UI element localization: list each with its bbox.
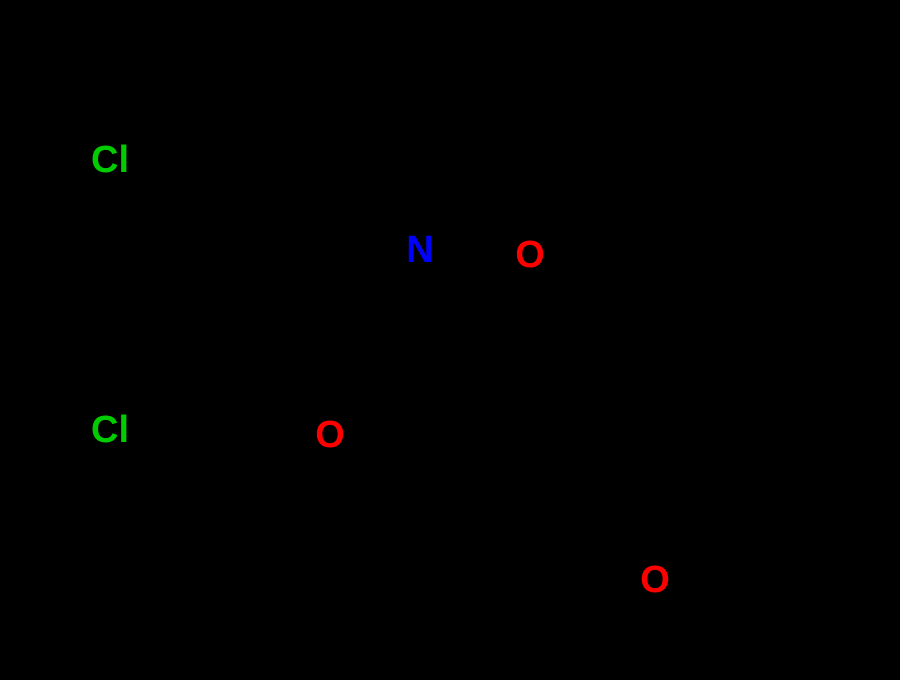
bond (129, 105, 205, 149)
bonds-layer (127, 102, 834, 568)
bond (720, 138, 830, 205)
bond (530, 325, 610, 405)
atom-label-o: O (515, 234, 545, 276)
bond (722, 408, 832, 475)
atom-label-cl: Cl (91, 409, 129, 451)
bond (315, 259, 400, 295)
atoms-layer: Cl Cl NH O O O (88, 138, 677, 602)
bond (420, 325, 530, 380)
bond (347, 377, 418, 421)
atom-label-h: H (409, 199, 431, 232)
bond (127, 350, 205, 416)
atom-label-o: O (315, 414, 345, 456)
bond (203, 108, 313, 163)
bond (207, 102, 317, 157)
atom-label-cl: Cl (91, 139, 129, 181)
atom-label-n: N (406, 229, 433, 271)
bond (608, 335, 718, 402)
bond (203, 292, 313, 347)
bond (351, 383, 422, 427)
bond (207, 298, 317, 353)
bond (718, 402, 828, 469)
molecule-diagram: Cl Cl NH O O O (0, 0, 900, 680)
bond (612, 341, 722, 408)
atom-label-o: O (640, 559, 670, 601)
